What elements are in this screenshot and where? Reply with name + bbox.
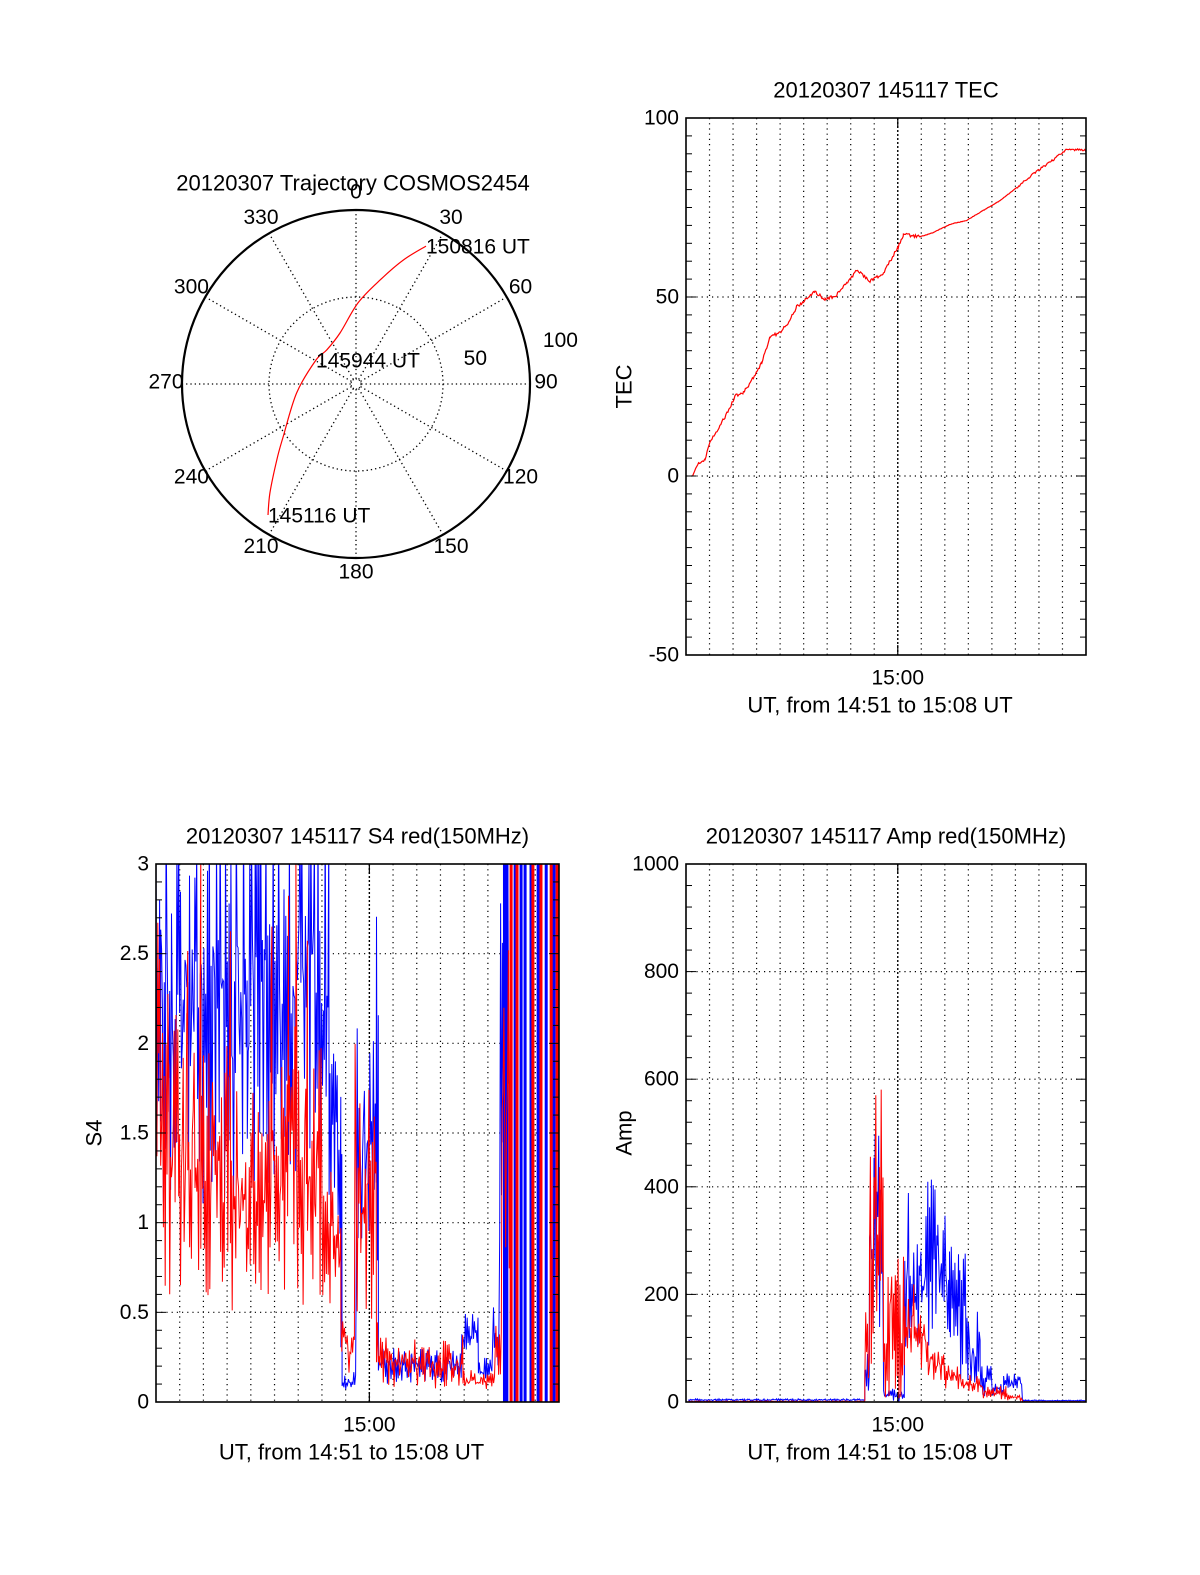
y-tick-label: 0 xyxy=(137,1391,149,1414)
x-tick-label: 15:00 xyxy=(871,1414,924,1437)
y-tick-label: 3 xyxy=(137,853,149,876)
y-tick-label: -50 xyxy=(649,644,679,667)
amp-plot: 0 200 400 600 800 1000 15:00 UT, from 14:51 to … xyxy=(612,824,1087,1465)
x-axis-label: UT, from 14:51 to 15:08 UT xyxy=(747,693,1012,718)
y-axis-label: S4 xyxy=(82,1120,107,1147)
polar-radial-label: 100 xyxy=(543,329,578,352)
y-tick-label: 1 xyxy=(137,1211,149,1234)
polar-outer-circle xyxy=(180,208,532,560)
plot-title: 20120307 145117 Amp red(150MHz) xyxy=(706,824,1066,849)
y-tick-label: 2.5 xyxy=(120,942,149,965)
polar-angle-label: 180 xyxy=(338,561,373,584)
y-tick-label: 1000 xyxy=(632,853,679,876)
y-tick-label: 200 xyxy=(644,1283,679,1306)
polar-angle-label: 330 xyxy=(243,206,278,229)
polar-title: 20120307 Trajectory COSMOS2454 xyxy=(176,171,529,196)
y-tick-label: 0 xyxy=(667,465,679,488)
blue-series-line xyxy=(156,864,510,1390)
trajectory-time-label: 145944 UT xyxy=(316,349,420,372)
red-series-line xyxy=(156,864,511,1390)
x-tick-label: 15:00 xyxy=(871,667,924,690)
s4-plot: 0 0.5 1 1.5 2 2.5 3 15:00 UT, from 14:51 to 15:0… xyxy=(82,824,560,1465)
x-axis-label: UT, from 14:51 to 15:08 UT xyxy=(219,1440,484,1465)
series-group xyxy=(692,147,1086,477)
y-tick-label: 0.5 xyxy=(120,1301,149,1324)
trajectory-time-label: 150816 UT xyxy=(426,236,530,259)
x-tick-label: 15:00 xyxy=(343,1414,396,1437)
polar-angle-label: 270 xyxy=(148,371,183,394)
plot-frame xyxy=(155,863,560,1403)
polar-angle-label: 240 xyxy=(174,466,209,489)
polar-angle-label: 150 xyxy=(433,535,468,558)
y-tick-label: 50 xyxy=(656,286,679,309)
polar-radial-label: 50 xyxy=(464,347,487,370)
plot-title: 20120307 145117 S4 red(150MHz) xyxy=(186,824,529,849)
polar-angle-label: 90 xyxy=(534,371,557,394)
polar-angle-label: 0 xyxy=(350,181,362,204)
polar-ring-gridline xyxy=(268,296,444,472)
y-tick-label: 800 xyxy=(644,960,679,983)
polar-angle-label: 120 xyxy=(503,466,538,489)
trajectory-line xyxy=(267,245,427,516)
trajectory-time-label: 145116 UT xyxy=(268,504,371,527)
polar-angle-label: 30 xyxy=(439,206,462,229)
tec-series-line xyxy=(692,147,1086,477)
plot-frame xyxy=(685,117,1087,656)
polar-angle-label: 300 xyxy=(174,276,209,299)
y-tick-label: 600 xyxy=(644,1068,679,1091)
y-tick-label: 2 xyxy=(137,1032,149,1055)
y-tick-label: 100 xyxy=(644,107,679,130)
y-axis-label: Amp xyxy=(612,1110,637,1155)
y-tick-label: 400 xyxy=(644,1175,679,1198)
y-tick-label: 1.5 xyxy=(120,1122,149,1145)
tec-plot: -50 0 50 100 15:00 UT, from 14:51 to 15:08 UT… xyxy=(612,78,1087,718)
y-axis-label: TEC xyxy=(612,364,637,408)
polar-angle-label: 60 xyxy=(509,276,532,299)
polar-angle-label: 210 xyxy=(243,535,278,558)
plot-title: 20120307 145117 TEC xyxy=(773,78,999,103)
plot-frame xyxy=(685,863,1087,1403)
polar-center-ring xyxy=(350,378,362,390)
x-axis-label: UT, from 14:51 to 15:08 UT xyxy=(747,1440,1012,1465)
y-tick-label: 0 xyxy=(667,1391,679,1414)
